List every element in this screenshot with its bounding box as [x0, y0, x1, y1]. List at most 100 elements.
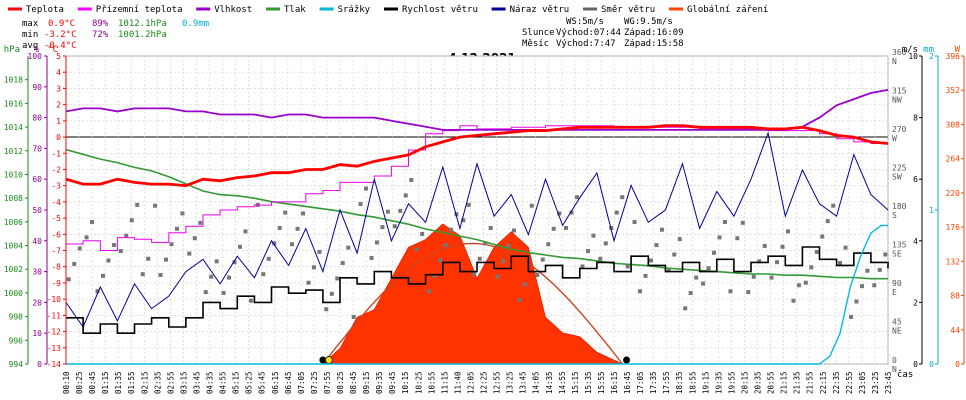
- series-pressure-line: [65, 148, 888, 280]
- x-tick-label-15: 05:45: [258, 371, 267, 394]
- stat-min-label: min: [22, 30, 38, 40]
- x-tick-label-21: 08:25: [336, 371, 345, 394]
- wind-dir-point: [466, 202, 471, 207]
- humidity-axis-tick-label-9: 90: [32, 83, 42, 92]
- x-tick-label-11: 04:35: [206, 371, 215, 394]
- x-tick-label-53: 20:35: [754, 371, 763, 394]
- x-tick-label-39: 15:15: [571, 371, 580, 394]
- x-tick-label-5: 01:55: [127, 371, 136, 394]
- x-tick-label-8: 02:55: [166, 371, 175, 394]
- wind-dir-point: [266, 256, 271, 261]
- wind-dir-point: [849, 314, 854, 319]
- x-tick-label-35: 13:45: [519, 371, 528, 394]
- x-tick-label-46: 17:55: [662, 371, 671, 394]
- info-ws: WS:5m/s: [566, 17, 604, 27]
- x-tick-label-47: 18:35: [675, 371, 684, 394]
- temperature-axis-tick-label-14: 0: [56, 133, 61, 142]
- wind-dir-point: [301, 211, 306, 216]
- x-tick-label-43: 16:45: [623, 371, 632, 394]
- legend-entry-4: Srážky: [338, 5, 371, 15]
- pressure-axis-tick-label-0: 994: [9, 360, 24, 369]
- wind-dir-point: [625, 264, 630, 269]
- stat-max-press: 1012.1hPa: [118, 19, 167, 29]
- radiation-axis-tick-label-2: 88: [950, 292, 960, 301]
- x-tick-label-61: 23:05: [858, 371, 867, 394]
- wind-dir-point: [825, 219, 830, 224]
- wind-dir-point: [701, 281, 706, 286]
- wind-dir-point: [398, 208, 403, 213]
- x-tick-label-16: 06:15: [271, 371, 280, 394]
- wind-dir-point: [192, 236, 197, 241]
- wind-dir-point: [683, 306, 688, 311]
- wind-dir-point: [580, 264, 585, 269]
- wind-dir-tick-name-5: SW: [892, 173, 902, 182]
- legend: Teplota Přízemní teplota Vlhkost Tlak Srážky…: [8, 5, 768, 15]
- legend-entry-5: Rychlost větru: [402, 5, 478, 15]
- wind-dir-point: [432, 273, 437, 278]
- wind-dir-point: [221, 290, 226, 295]
- pressure-axis-tick-label-12: 1018: [4, 76, 23, 85]
- temperature-axis-tick-label-5: -9: [51, 279, 61, 288]
- wind-dir-point: [877, 267, 882, 272]
- temperature-axis-tick-label-10: -4: [51, 198, 61, 207]
- wind-dir-point: [409, 178, 414, 183]
- temperature-axis-tick-label-2: -12: [47, 328, 62, 337]
- pressure-axis-tick-label-5: 1004: [4, 242, 23, 251]
- x-tick-label-30: 11:40: [453, 371, 462, 394]
- wind-dir-point: [648, 258, 653, 263]
- legend-entry-6: Náraz větru: [510, 5, 570, 15]
- temperature-axis-label: °C: [47, 45, 58, 55]
- radiation-axis-tick-label-8: 352: [946, 86, 961, 95]
- wind-dir-point: [666, 267, 671, 272]
- wind-dir-point: [522, 282, 527, 287]
- wind-dir-tick-label-8: 360: [892, 48, 907, 57]
- info-sun-set: Západ:16:09: [624, 28, 684, 38]
- wind-dir-point: [203, 290, 208, 295]
- wind-dir-point: [677, 237, 682, 242]
- wind-dir-point: [501, 259, 506, 264]
- wind-dir-tick-label-7: 315: [892, 87, 907, 96]
- wind-dir-point: [106, 258, 111, 263]
- x-tick-label-57: 21:55: [806, 371, 815, 394]
- temperature-axis-tick-label-7: -7: [51, 247, 61, 256]
- x-tick-label-34: 13:25: [506, 371, 515, 394]
- radiation-axis-tick-label-0: 0: [955, 360, 960, 369]
- x-tick-label-10: 03:45: [192, 371, 201, 394]
- wind-dir-point: [118, 249, 123, 254]
- x-tick-label-40: 15:35: [584, 371, 593, 394]
- x-tick-label-19: 07:25: [310, 371, 319, 394]
- stats-block: max 0.9°C 89% 1012.1hPa 0.9mm min -3.2°C…: [22, 19, 209, 51]
- legend-entry-2: Vlhkost: [214, 5, 252, 15]
- wind-dir-point: [569, 210, 574, 215]
- wind-dir-point: [443, 243, 448, 248]
- stat-max-label: max: [22, 19, 39, 29]
- wind-dir-point: [209, 274, 214, 279]
- wind-dir-point: [84, 235, 89, 240]
- rain-axis-tick-label-0: 0: [929, 360, 934, 369]
- wind-dir-point: [385, 209, 390, 214]
- wind-dir-point: [506, 243, 511, 248]
- pressure-axis-label: hPa: [4, 45, 20, 55]
- wind-dir-point: [90, 219, 95, 224]
- wind-dir-point: [735, 236, 740, 241]
- temperature-axis-tick-label-3: -11: [47, 311, 62, 320]
- x-tick-label-13: 05:15: [232, 371, 241, 394]
- wind-dir-point: [335, 276, 340, 281]
- wind-dir-point: [283, 210, 288, 215]
- wind-dir-tick-name-4: S: [892, 211, 897, 220]
- temperature-axis-tick-label-18: 4: [56, 68, 61, 77]
- wind-dir-point: [483, 241, 488, 246]
- x-tick-label-32: 12:25: [480, 371, 489, 394]
- wind-dir-point: [311, 265, 316, 270]
- radiation-axis-tick-label-4: 176: [946, 223, 961, 232]
- wind-dir-point: [654, 243, 659, 248]
- stat-min-temp: -3.2°C: [44, 30, 77, 40]
- legend-entry-7: Směr větru: [601, 5, 655, 15]
- series-ground-temp-line: [66, 125, 888, 251]
- x-tick-label-59: 22:35: [832, 371, 841, 394]
- wind-dir-tick-name-0: N: [892, 365, 897, 374]
- info-wg: WG:9.5m/s: [624, 17, 673, 27]
- wind-speed-axis-tick-label-4: 8: [913, 114, 918, 123]
- moonrise-marker: [324, 356, 333, 364]
- pressure-axis-tick-label-11: 1016: [4, 99, 23, 108]
